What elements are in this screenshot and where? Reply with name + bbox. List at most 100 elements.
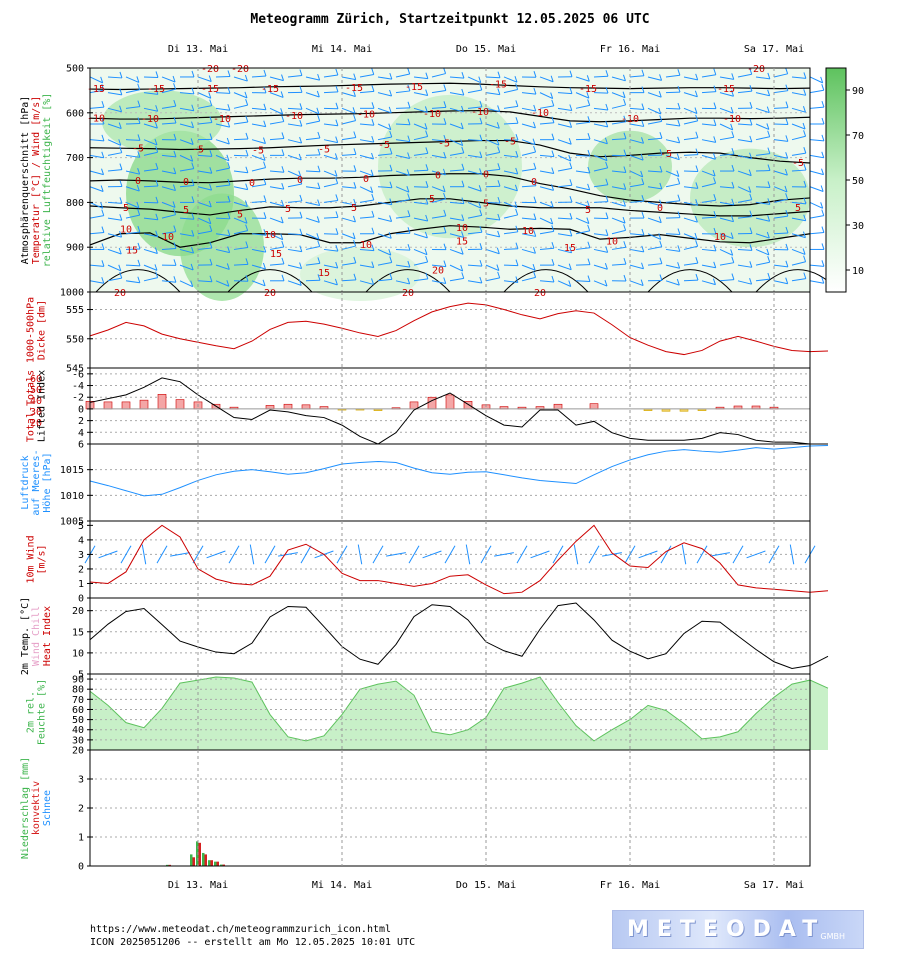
wind-barb bbox=[316, 233, 320, 240]
wind-barb bbox=[713, 261, 717, 268]
wind-barb bbox=[605, 195, 609, 202]
wind-barb bbox=[269, 92, 284, 98]
wind-barb bbox=[749, 101, 753, 109]
ylabel-line: Lifted Index bbox=[37, 370, 48, 442]
wind-barb bbox=[377, 107, 392, 114]
wind-barb bbox=[719, 279, 734, 282]
wind-barb bbox=[503, 170, 518, 175]
wind-barb bbox=[119, 88, 123, 95]
wind-barb bbox=[389, 256, 393, 263]
wind-barb bbox=[413, 107, 428, 113]
isotherm-label: -5 bbox=[792, 158, 804, 169]
wind-barb bbox=[443, 151, 447, 159]
wind-barb bbox=[101, 209, 105, 216]
wind-barb bbox=[173, 99, 177, 107]
wind-barb bbox=[749, 85, 753, 92]
wind-barb bbox=[407, 210, 411, 217]
wind-barb bbox=[503, 280, 518, 284]
wind-barb bbox=[227, 178, 231, 186]
wind-barb bbox=[755, 201, 770, 205]
wind-barb bbox=[431, 232, 447, 235]
wind-barb bbox=[251, 75, 267, 78]
wind-barb bbox=[155, 105, 159, 112]
isotherm-label: 0 bbox=[249, 178, 255, 189]
bottom-day-label: Sa 17. Mai bbox=[744, 880, 804, 891]
wind-barb bbox=[269, 217, 284, 224]
wind-barb bbox=[533, 162, 537, 170]
isotherm bbox=[89, 173, 811, 207]
wind-barb bbox=[208, 92, 212, 99]
wind-barb bbox=[389, 181, 393, 188]
wind-barb bbox=[263, 161, 267, 168]
wind-barb bbox=[353, 273, 357, 280]
wind-barb bbox=[377, 92, 392, 97]
wind-barb bbox=[233, 138, 249, 141]
wind-barb bbox=[125, 231, 140, 235]
wind-barb bbox=[809, 280, 824, 284]
wind-barb bbox=[719, 248, 733, 256]
wind-barb bbox=[623, 224, 627, 231]
wind-barb bbox=[503, 89, 518, 94]
wind-barb bbox=[125, 280, 140, 284]
wind-barb bbox=[100, 185, 104, 192]
isotherm-label: 5 bbox=[285, 204, 291, 215]
lifted-bar bbox=[589, 403, 599, 410]
wind-barb bbox=[587, 116, 591, 123]
wind-barb bbox=[137, 100, 141, 107]
wind-barb bbox=[251, 264, 266, 270]
wind-barb bbox=[227, 87, 231, 94]
wind-barb bbox=[335, 194, 339, 201]
wind-barb bbox=[443, 277, 447, 284]
wind-barb bbox=[467, 139, 483, 142]
wind-barb bbox=[575, 201, 590, 208]
y-tick-label: 5 bbox=[78, 521, 84, 532]
wind-barb bbox=[629, 280, 644, 287]
wind-barb bbox=[107, 201, 123, 204]
wind-barb bbox=[395, 280, 410, 285]
y-tick-label: 60 bbox=[72, 705, 84, 716]
top-day-label: Di 13. Mai bbox=[168, 44, 228, 55]
wind-arrow bbox=[422, 550, 442, 559]
wind-barb bbox=[586, 91, 590, 99]
footer-run-info: ICON 2025051206 -- erstellt am Mo 12.05.… bbox=[90, 937, 416, 948]
wind-barb bbox=[281, 74, 284, 81]
wind-barb bbox=[521, 139, 536, 146]
wind-barb bbox=[179, 123, 194, 129]
wind-barb bbox=[515, 117, 519, 124]
wind-barb bbox=[449, 139, 463, 147]
wind-barb bbox=[431, 154, 446, 159]
footer-url[interactable]: https://www.meteodat.ch/meteogrammzurich… bbox=[90, 924, 392, 935]
wind-barb bbox=[568, 280, 572, 287]
isotherm-label: -5 bbox=[192, 145, 204, 156]
wind-barb bbox=[371, 102, 375, 109]
wind-barb bbox=[683, 107, 698, 115]
wind-barb bbox=[425, 214, 429, 222]
y-tick-label: 1015 bbox=[60, 465, 84, 476]
wind-barb bbox=[461, 163, 465, 170]
wind-barb bbox=[767, 89, 771, 96]
wind-barb bbox=[791, 169, 807, 172]
wind-barb bbox=[665, 123, 680, 127]
wind-barb bbox=[197, 201, 212, 208]
temp2m-line bbox=[89, 602, 829, 670]
wind-barb bbox=[658, 216, 662, 223]
ylabel-line: auf Meeres- bbox=[31, 449, 42, 515]
wind-barb bbox=[107, 217, 122, 221]
wind-barb bbox=[658, 233, 662, 240]
y-tick-label: 2 bbox=[78, 804, 84, 815]
wind-barb bbox=[713, 136, 717, 143]
wind-barb bbox=[791, 152, 806, 156]
wind-barb bbox=[533, 196, 537, 203]
wind-barb bbox=[353, 131, 357, 138]
wind-barb bbox=[593, 75, 609, 78]
wind-barb bbox=[161, 170, 176, 175]
wind-barb bbox=[791, 278, 806, 282]
wind-barb bbox=[737, 216, 752, 219]
wind-barb bbox=[443, 209, 447, 217]
wind-barb bbox=[647, 137, 662, 141]
wind-barb bbox=[604, 137, 608, 144]
wind-barb bbox=[449, 217, 464, 222]
wind-barb bbox=[359, 123, 374, 126]
wind-barb bbox=[359, 216, 374, 219]
wind-barb bbox=[233, 92, 248, 99]
